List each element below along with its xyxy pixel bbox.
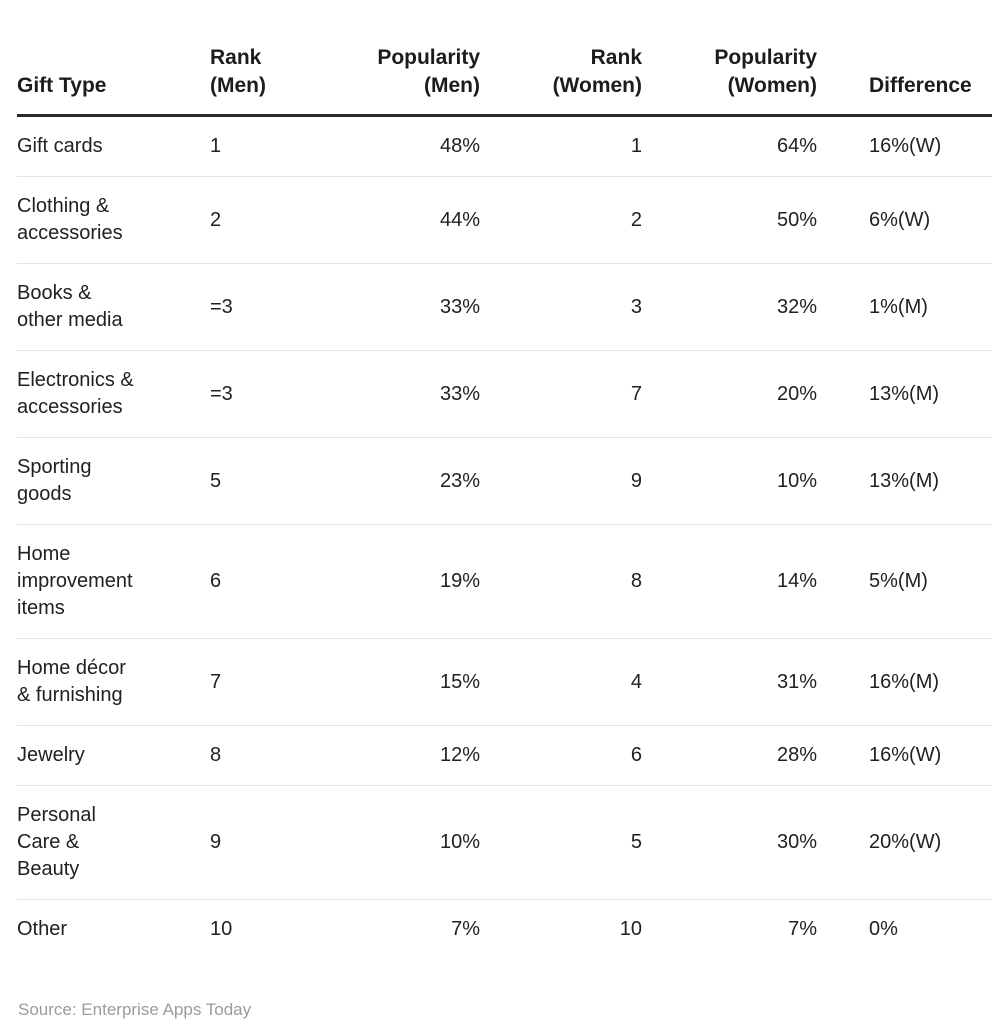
cell-rank-women: 2 (630, 208, 642, 231)
gift-popularity-table: Gift Type Rank (Men) Popularity (Men) Rank … (17, 44, 992, 959)
cell-popularity-women: 20% (776, 382, 817, 405)
cell-rank-men: 2 (210, 208, 222, 231)
cell-difference: 13%(M) (869, 382, 940, 405)
cell-popularity-men: 12% (439, 744, 480, 766)
cell-rank-men: 1 (210, 135, 222, 157)
cell-rank-women: 7 (630, 382, 642, 405)
column-header-rank-women: Rank (Women) (552, 46, 642, 97)
cell-difference: 20%(W) (869, 831, 942, 853)
table-row: Books & other media =3 33% 3 32% 1%(M) (17, 263, 992, 351)
cell-popularity-men: 44% (439, 208, 480, 231)
cell-difference: 16%(M) (869, 670, 940, 693)
source-note: Source: Enterprise Apps Today (18, 1000, 252, 1019)
cell-popularity-women: 28% (776, 744, 817, 766)
cell-popularity-men: 15% (439, 670, 480, 693)
cell-rank-women: 8 (630, 570, 642, 592)
cell-gift-type: Other (17, 918, 68, 940)
cell-rank-men: =3 (210, 382, 233, 405)
table-row: Clothing & accessories 2 44% 2 50% 6%(W) (17, 176, 992, 264)
cell-difference: 6%(W) (869, 208, 931, 231)
column-header-rank-men: Rank (Men) (210, 46, 266, 97)
cell-popularity-women: 10% (776, 469, 817, 492)
table-row: Personal Care & Beauty 9 10% 5 30% 20%(W) (17, 785, 992, 900)
cell-rank-men: 9 (210, 831, 222, 853)
column-header-popularity-men: Popularity (Men) (377, 46, 480, 97)
cell-popularity-men: 33% (439, 382, 480, 405)
cell-rank-women: 10 (619, 918, 642, 940)
cell-gift-type: Personal Care & Beauty (17, 804, 96, 880)
column-header-popularity-women: Popularity (Women) (714, 46, 817, 97)
cell-rank-men: 6 (210, 570, 222, 592)
cell-rank-men: 8 (210, 744, 222, 766)
cell-popularity-women: 14% (776, 570, 817, 592)
cell-difference: 16%(W) (869, 744, 942, 766)
table-row: Gift cards 1 48% 1 64% 16%(W) (17, 116, 992, 177)
cell-rank-men: =3 (210, 295, 233, 318)
cell-rank-women: 5 (630, 831, 642, 853)
cell-difference: 5%(M) (869, 570, 928, 592)
cell-gift-type: Home décor & furnishing (17, 657, 126, 706)
table-row: Electronics & accessories =3 33% 7 20% 13%(M) (17, 350, 992, 438)
cell-gift-type: Sporting goods (17, 456, 92, 505)
cell-popularity-men: 19% (439, 570, 480, 592)
cell-popularity-women: 50% (776, 208, 817, 231)
cell-popularity-women: 32% (776, 295, 817, 318)
cell-rank-men: 10 (210, 918, 233, 940)
cell-rank-women: 1 (630, 135, 642, 157)
cell-rank-men: 7 (210, 670, 222, 693)
cell-popularity-women: 7% (788, 918, 817, 940)
table-row: Other 10 7% 10 7% 0% (17, 899, 992, 960)
cell-difference: 0% (869, 918, 898, 940)
cell-popularity-men: 23% (439, 469, 480, 492)
table-body: Gift cards 1 48% 1 64% 16%(W) Clothing & acces… (17, 116, 992, 960)
cell-rank-women: 9 (630, 469, 642, 492)
cell-popularity-men: 48% (439, 135, 480, 157)
cell-rank-women: 3 (630, 295, 642, 318)
table-row: Sporting goods 5 23% 9 10% 13%(M) (17, 437, 992, 525)
table-row: Home improvement items 6 19% 8 14% 5%(M) (17, 524, 992, 639)
cell-popularity-women: 30% (776, 831, 817, 853)
cell-gift-type: Clothing & accessories (17, 195, 123, 244)
cell-popularity-women: 31% (776, 670, 817, 693)
cell-popularity-men: 33% (439, 295, 480, 318)
cell-popularity-men: 10% (439, 831, 480, 853)
cell-rank-women: 6 (630, 744, 642, 766)
table-row: Home décor & furnishing 7 15% 4 31% 16%(M) (17, 638, 992, 726)
cell-gift-type: Electronics & accessories (17, 369, 134, 418)
cell-difference: 1%(M) (869, 295, 928, 318)
cell-difference: 13%(M) (869, 469, 940, 492)
cell-popularity-women: 64% (776, 135, 817, 157)
cell-popularity-men: 7% (451, 918, 480, 940)
cell-difference: 16%(W) (869, 135, 942, 157)
cell-rank-men: 5 (210, 469, 222, 492)
column-header-gift-type: Gift Type (17, 74, 107, 97)
table-row: Jewelry 8 12% 6 28% 16%(W) (17, 725, 992, 786)
cell-gift-type: Gift cards (17, 135, 103, 157)
column-header-difference: Difference (869, 74, 972, 97)
cell-rank-women: 4 (630, 670, 642, 693)
cell-gift-type: Jewelry (17, 744, 85, 766)
cell-gift-type: Books & other media (17, 282, 123, 331)
header-row: Gift Type Rank (Men) Popularity (Men) Rank … (17, 44, 992, 116)
cell-gift-type: Home improvement items (17, 543, 133, 619)
table-header: Gift Type Rank (Men) Popularity (Men) Rank … (17, 44, 992, 116)
